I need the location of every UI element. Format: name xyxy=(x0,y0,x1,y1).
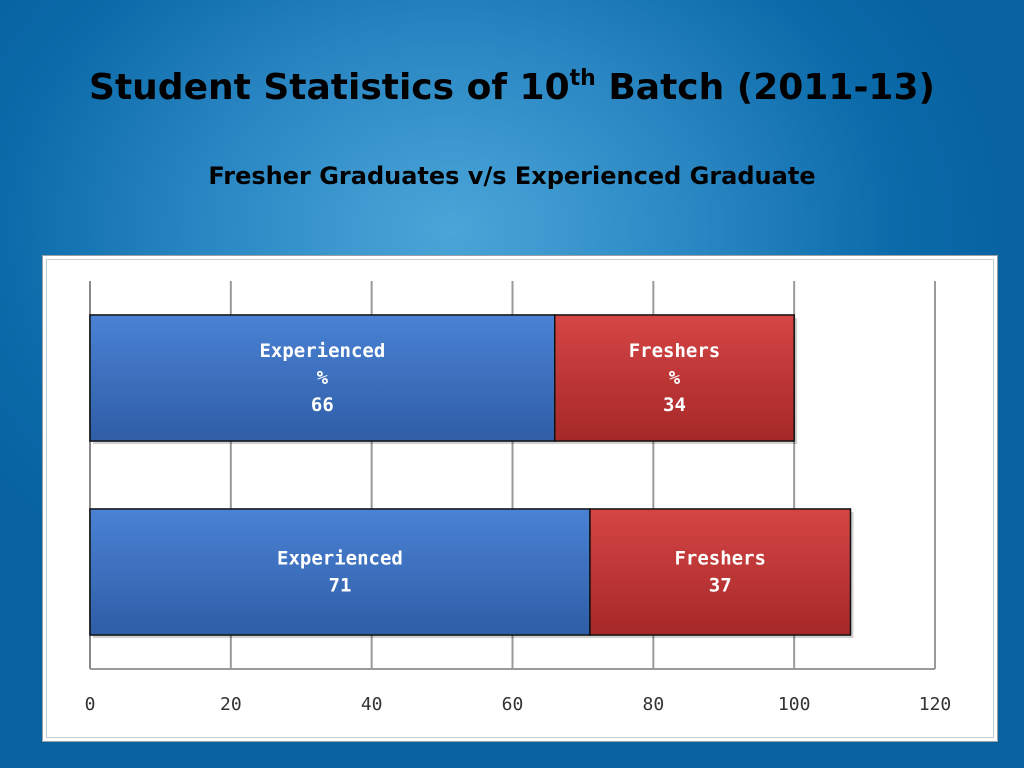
bar-segment-experienced xyxy=(89,314,556,442)
data-label-line: Experienced xyxy=(259,340,385,362)
x-tick-label: 120 xyxy=(919,694,952,715)
bar-segment-experienced xyxy=(89,508,591,636)
data-label-experienced: Experienced 71 xyxy=(277,548,403,597)
data-label-line: Freshers xyxy=(629,340,721,362)
data-label-experienced: Experienced% 66 xyxy=(259,340,385,416)
slide-title: Student Statistics of 10th Batch (2011-1… xyxy=(0,62,1024,114)
x-tick-label: 40 xyxy=(361,694,383,715)
x-tick-label: 0 xyxy=(85,694,96,715)
title-main: Student Statistics of 10 xyxy=(89,67,570,108)
x-tick-label: 100 xyxy=(778,694,811,715)
chart-area: Experienced% 66 Freshers% 34 Experienced 71 Fr… xyxy=(42,255,998,742)
data-label-freshers: Freshers% 34 xyxy=(629,340,721,416)
data-label-line: Experienced xyxy=(277,548,403,570)
bars: Experienced% 66 Freshers% 34 Experienced 71 Fr… xyxy=(89,314,854,639)
x-tick-label: 80 xyxy=(642,694,664,715)
data-label-line: 37 xyxy=(709,575,732,597)
x-axis-ticks: 0 20 40 60 80 100 120 xyxy=(85,694,952,715)
data-label-freshers: Freshers 37 xyxy=(674,548,766,597)
x-tick-label: 20 xyxy=(220,694,242,715)
x-tick-label: 60 xyxy=(502,694,524,715)
data-label-line: % xyxy=(669,367,681,389)
data-label-line: 66 xyxy=(311,394,334,416)
data-label-line: Freshers xyxy=(674,548,766,570)
data-label-line: 71 xyxy=(329,575,352,597)
slide-subtitle: Fresher Graduates v/s Experienced Gradua… xyxy=(208,162,816,190)
title-superscript: th xyxy=(569,66,596,91)
data-label-line: % xyxy=(317,367,329,389)
stacked-bar-chart: Experienced% 66 Freshers% 34 Experienced 71 Fr… xyxy=(85,281,952,715)
data-label-line: 34 xyxy=(663,394,686,416)
bar-segment-freshers xyxy=(554,314,795,442)
bar-segment-freshers xyxy=(589,508,852,636)
title-rest: Batch (2011-13) xyxy=(595,67,935,108)
